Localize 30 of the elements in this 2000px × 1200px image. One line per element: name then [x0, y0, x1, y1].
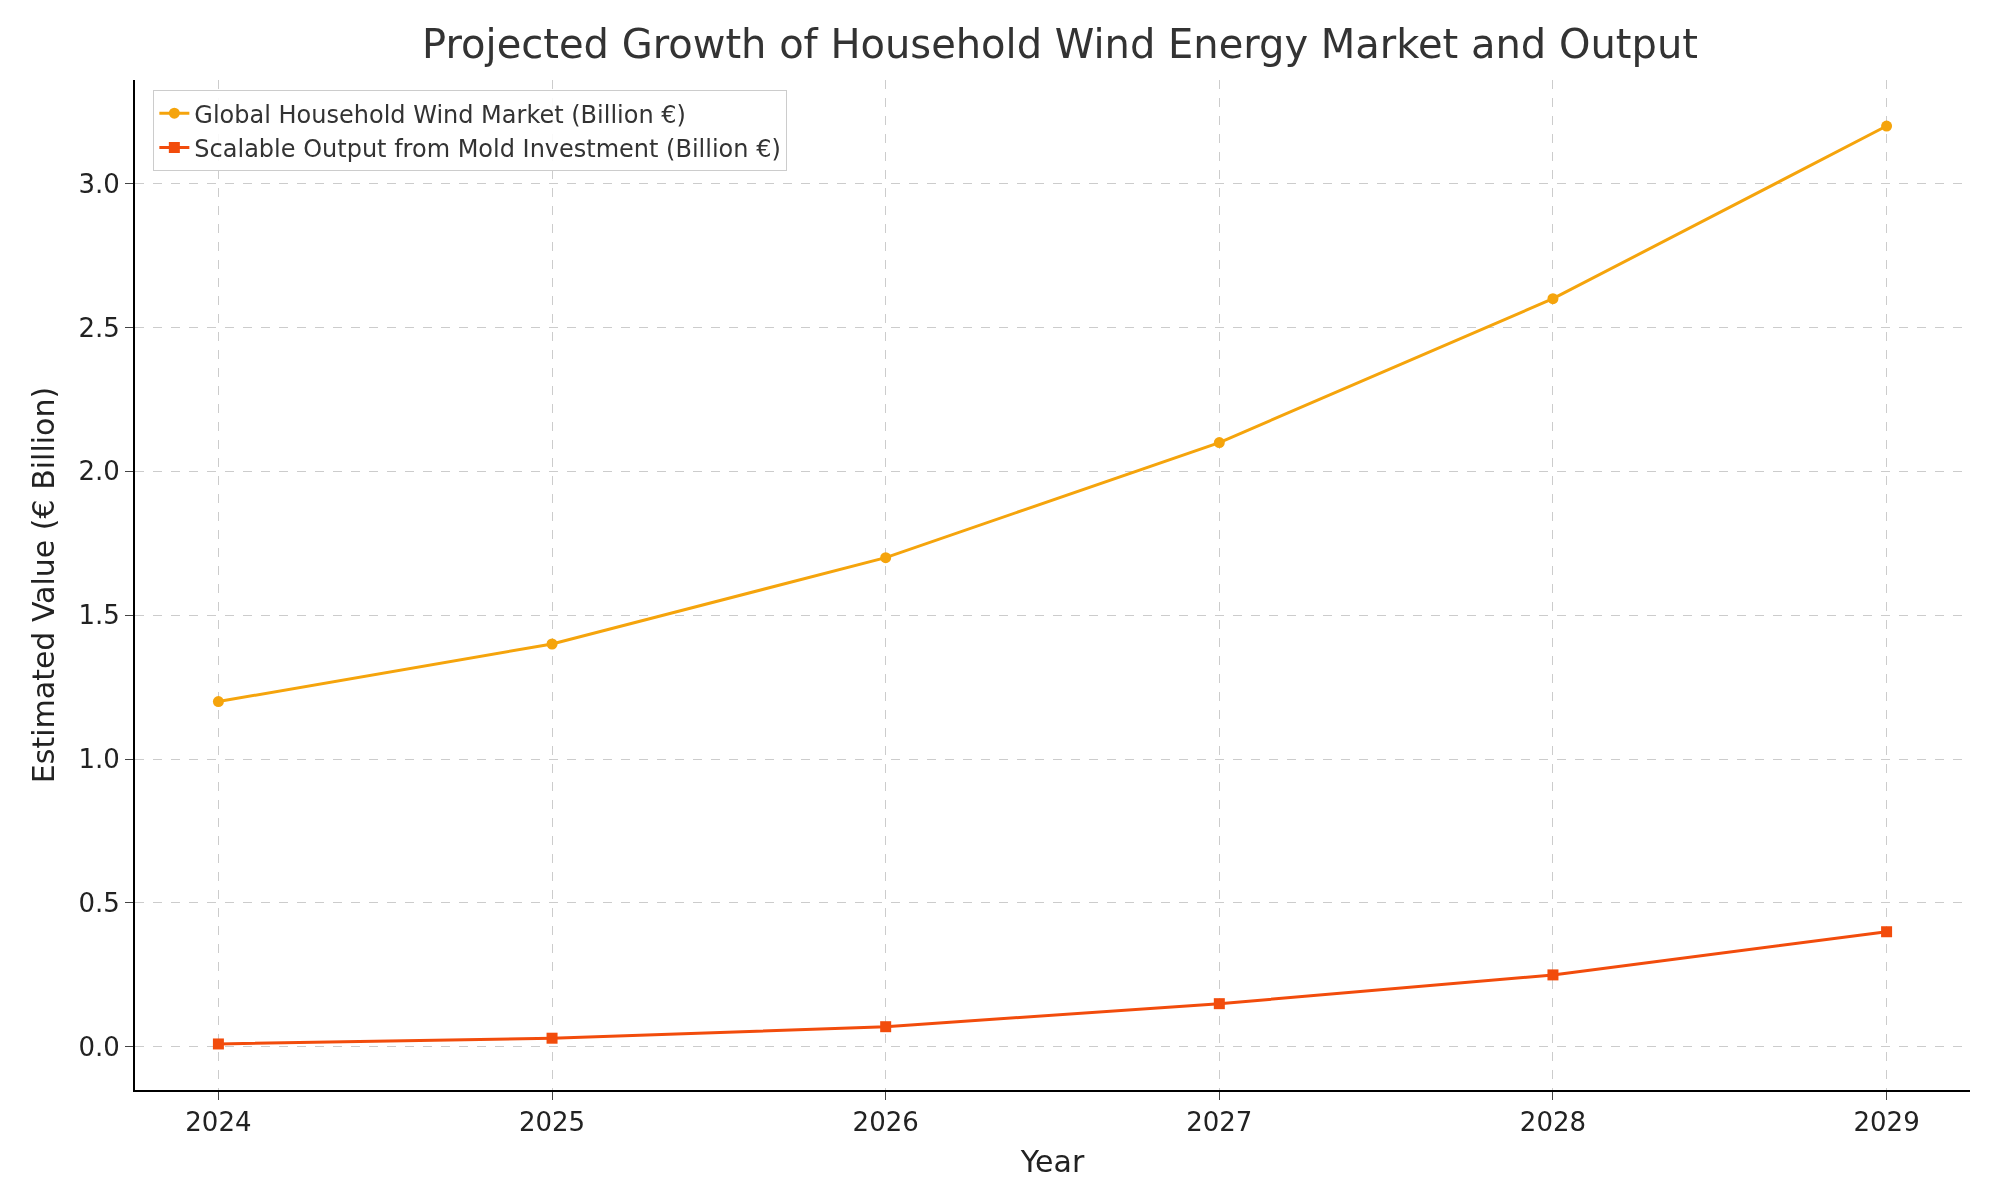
point — [1547, 293, 1559, 305]
x-tick-label: 2024 — [185, 1107, 252, 1138]
point — [212, 1038, 224, 1050]
point — [1213, 437, 1225, 449]
y-tick-label: 0.0 — [78, 1031, 120, 1062]
y-tick-label: 2.5 — [78, 312, 120, 343]
y-tick-label: 3.0 — [78, 168, 120, 199]
y-tick-label: 1.0 — [78, 744, 120, 775]
x-tick-label: 2026 — [852, 1107, 919, 1138]
y-tick-label: 0.5 — [78, 888, 120, 919]
x-tick-label: 2027 — [1186, 1107, 1253, 1138]
point — [546, 1032, 558, 1044]
point — [880, 552, 892, 564]
legend-label: Global Household Wind Market (Billion €) — [194, 100, 686, 129]
y-axis-title: Estimated Value (€ Billion) — [25, 386, 61, 784]
point — [880, 1021, 892, 1033]
legend-label: Scalable Output from Mold Investment (Billion €) — [194, 134, 781, 163]
point — [546, 638, 558, 650]
point — [1213, 998, 1225, 1010]
point — [1881, 120, 1893, 132]
chart-title: Projected Growth of Household Wind Energy Market and Output — [422, 21, 1698, 67]
point — [1881, 926, 1893, 938]
x-axis-title: Year — [1019, 1144, 1085, 1180]
x-tick-label: 2029 — [1853, 1107, 1920, 1138]
point — [212, 696, 224, 708]
y-tick-label: 2.0 — [78, 456, 120, 487]
x-tick-label: 2025 — [518, 1107, 586, 1138]
y-tick-label: 1.5 — [78, 600, 120, 631]
x-tick-label: 2028 — [1519, 1107, 1587, 1138]
point — [1547, 969, 1559, 981]
